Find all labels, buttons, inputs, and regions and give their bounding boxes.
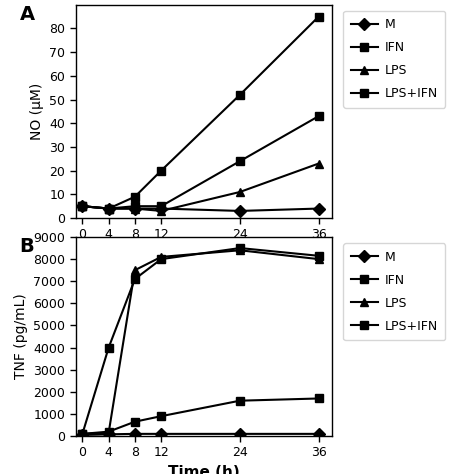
Line: LPS: LPS xyxy=(78,159,323,215)
Text: A: A xyxy=(19,5,35,24)
IFN xyxy=(132,203,138,209)
M xyxy=(237,208,243,214)
LPS xyxy=(132,267,138,273)
LPS xyxy=(237,189,243,195)
LPS+IFN xyxy=(316,253,321,259)
LPS xyxy=(158,254,164,260)
IFN xyxy=(106,429,111,435)
Line: LPS+IFN: LPS+IFN xyxy=(78,12,323,213)
IFN xyxy=(158,203,164,209)
IFN xyxy=(237,398,243,403)
LPS+IFN xyxy=(80,203,85,209)
LPS+IFN xyxy=(158,256,164,262)
LPS xyxy=(237,247,243,253)
Text: B: B xyxy=(19,237,34,256)
M xyxy=(106,206,111,211)
Line: IFN: IFN xyxy=(78,112,323,213)
LPS+IFN xyxy=(106,345,111,350)
Y-axis label: TNF (pg/mL): TNF (pg/mL) xyxy=(14,294,28,379)
Legend: M, IFN, LPS, LPS+IFN: M, IFN, LPS, LPS+IFN xyxy=(343,11,445,108)
LPS xyxy=(158,208,164,214)
Line: LPS+IFN: LPS+IFN xyxy=(78,244,323,438)
IFN xyxy=(80,203,85,209)
LPS xyxy=(106,430,111,436)
IFN xyxy=(316,396,321,401)
LPS+IFN xyxy=(132,276,138,282)
Legend: M, IFN, LPS, LPS+IFN: M, IFN, LPS, LPS+IFN xyxy=(343,243,445,340)
LPS+IFN xyxy=(80,431,85,437)
Line: LPS: LPS xyxy=(78,246,323,438)
LPS xyxy=(80,203,85,209)
LPS+IFN xyxy=(316,14,321,19)
IFN xyxy=(106,206,111,211)
LPS xyxy=(316,161,321,166)
M xyxy=(132,206,138,211)
LPS xyxy=(106,206,111,211)
Line: M: M xyxy=(78,430,323,439)
LPS+IFN xyxy=(237,92,243,98)
IFN xyxy=(316,113,321,119)
M xyxy=(80,432,85,438)
M xyxy=(316,431,321,437)
M xyxy=(237,431,243,437)
Line: M: M xyxy=(78,202,323,215)
Line: IFN: IFN xyxy=(78,394,323,438)
M xyxy=(158,431,164,437)
LPS+IFN xyxy=(132,194,138,200)
IFN xyxy=(80,431,85,437)
LPS+IFN xyxy=(237,245,243,251)
LPS xyxy=(80,431,85,437)
M xyxy=(132,431,138,437)
LPS xyxy=(132,206,138,211)
M xyxy=(158,206,164,211)
LPS xyxy=(316,256,321,262)
X-axis label: Time (h): Time (h) xyxy=(168,247,240,262)
M xyxy=(316,206,321,211)
M xyxy=(106,431,111,437)
X-axis label: Time (h): Time (h) xyxy=(168,465,240,474)
IFN xyxy=(132,419,138,425)
M xyxy=(80,203,85,209)
IFN xyxy=(237,158,243,164)
Y-axis label: NO (μM): NO (μM) xyxy=(30,83,44,140)
LPS+IFN xyxy=(158,168,164,173)
LPS+IFN xyxy=(106,206,111,211)
IFN xyxy=(158,413,164,419)
